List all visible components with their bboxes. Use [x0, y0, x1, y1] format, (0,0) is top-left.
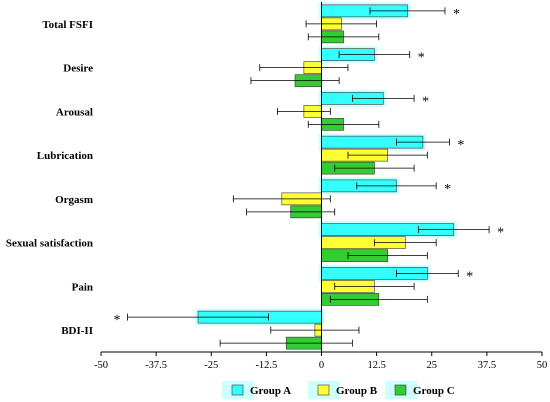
significance-star-pain: *: [466, 269, 473, 284]
x-tick-label: 0: [319, 360, 324, 371]
significance-star-desire: *: [418, 51, 425, 66]
significance-star-arousal: *: [422, 94, 429, 109]
category-labels: Total FSFI Desire Arousal Lubrication Orgasm…: [6, 19, 93, 337]
significance-star-sexual-satisfaction: *: [497, 226, 504, 241]
category-label-total-fsfi: Total FSFI: [42, 19, 93, 31]
x-tick-label: -50: [94, 360, 108, 371]
x-tick-label: 50: [537, 360, 548, 371]
category-label-lubrication: Lubrication: [37, 150, 93, 162]
category-label-orgasm: Orgasm: [55, 194, 93, 206]
x-tick-label: 12.5: [367, 360, 385, 371]
legend-swatch-group-a: [231, 384, 244, 396]
significance-star-orgasm: *: [444, 182, 451, 197]
x-tick-label: -37.5: [145, 360, 167, 371]
legend-swatch-group-c: [394, 384, 407, 396]
significance-star-total-fsfi: *: [453, 7, 460, 22]
legend: Group A Group B Group C: [222, 381, 455, 399]
x-tick-label: 25: [427, 360, 438, 371]
significance-star-lubrication: *: [457, 138, 464, 153]
x-axis: -50 -37.5 -25 -12.5 0 12.5 25 37.5 50: [94, 2, 547, 371]
legend-label-group-b: Group B: [336, 385, 378, 397]
category-label-pain: Pain: [72, 281, 93, 293]
category-label-desire: Desire: [63, 63, 93, 75]
x-tick-label: -12.5: [255, 360, 277, 371]
x-tick-label: 37.5: [478, 360, 496, 371]
category-label-bdi-ii: BDI-II: [61, 325, 93, 337]
x-tick-label: -25: [204, 360, 218, 371]
significance-star-bdi-ii: *: [113, 313, 120, 328]
legend-label-group-a: Group A: [250, 385, 291, 397]
category-label-arousal: Arousal: [56, 106, 93, 118]
category-label-sexual-satisfaction: Sexual satisfaction: [6, 238, 93, 250]
bars-layer: * * * * * * * *: [113, 2, 504, 350]
legend-label-group-c: Group C: [413, 385, 455, 397]
legend-swatch-group-b: [317, 384, 330, 396]
